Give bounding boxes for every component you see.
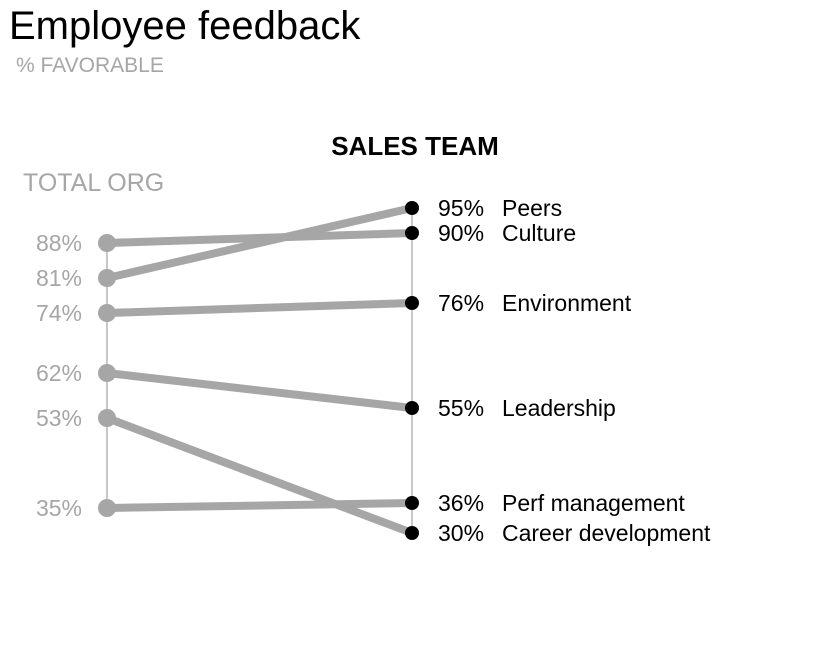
right-point-leadership	[405, 401, 419, 415]
left-point-leadership	[98, 364, 116, 382]
left-value-label-leadership: 62%	[36, 360, 82, 386]
chart-subtitle: % FAVORABLE	[16, 54, 164, 77]
slope-line-culture	[103, 229, 416, 247]
chart-title: Employee feedback	[9, 4, 361, 48]
right-point-environment	[405, 296, 419, 310]
left-point-environment	[98, 304, 116, 322]
slope-line-career-development	[103, 414, 416, 537]
left-point-perf-management	[98, 499, 116, 517]
right-value-label-career-development: 30%	[438, 520, 484, 546]
category-label-leadership: Leadership	[502, 395, 616, 421]
left-value-label-career-development: 53%	[36, 405, 82, 431]
left-value-label-environment: 74%	[36, 300, 82, 326]
slope-line-leadership	[103, 369, 416, 412]
slope-line-peers	[103, 204, 416, 282]
right-value-label-leadership: 55%	[438, 395, 484, 421]
right-point-perf-management	[405, 496, 419, 510]
category-label-career-development: Career development	[502, 520, 711, 546]
right-column-header: SALES TEAM	[331, 131, 499, 161]
left-point-career-development	[98, 409, 116, 427]
category-label-culture: Culture	[502, 220, 576, 246]
left-value-label-perf-management: 35%	[36, 495, 82, 521]
left-point-culture	[98, 234, 116, 252]
category-label-environment: Environment	[502, 290, 632, 316]
slope-line-environment	[103, 299, 416, 317]
right-value-label-culture: 90%	[438, 220, 484, 246]
left-point-peers	[98, 269, 116, 287]
right-value-label-peers: 95%	[438, 195, 484, 221]
left-value-label-peers: 81%	[36, 265, 82, 291]
slope-line-perf-management	[103, 499, 416, 512]
right-point-peers	[405, 201, 419, 215]
right-point-culture	[405, 226, 419, 240]
left-column-header: TOTAL ORG	[23, 169, 164, 197]
category-label-perf-management: Perf management	[502, 490, 685, 516]
left-value-label-culture: 88%	[36, 230, 82, 256]
right-point-career-development	[405, 526, 419, 540]
right-value-label-environment: 76%	[438, 290, 484, 316]
category-label-peers: Peers	[502, 195, 562, 221]
right-value-label-perf-management: 36%	[438, 490, 484, 516]
